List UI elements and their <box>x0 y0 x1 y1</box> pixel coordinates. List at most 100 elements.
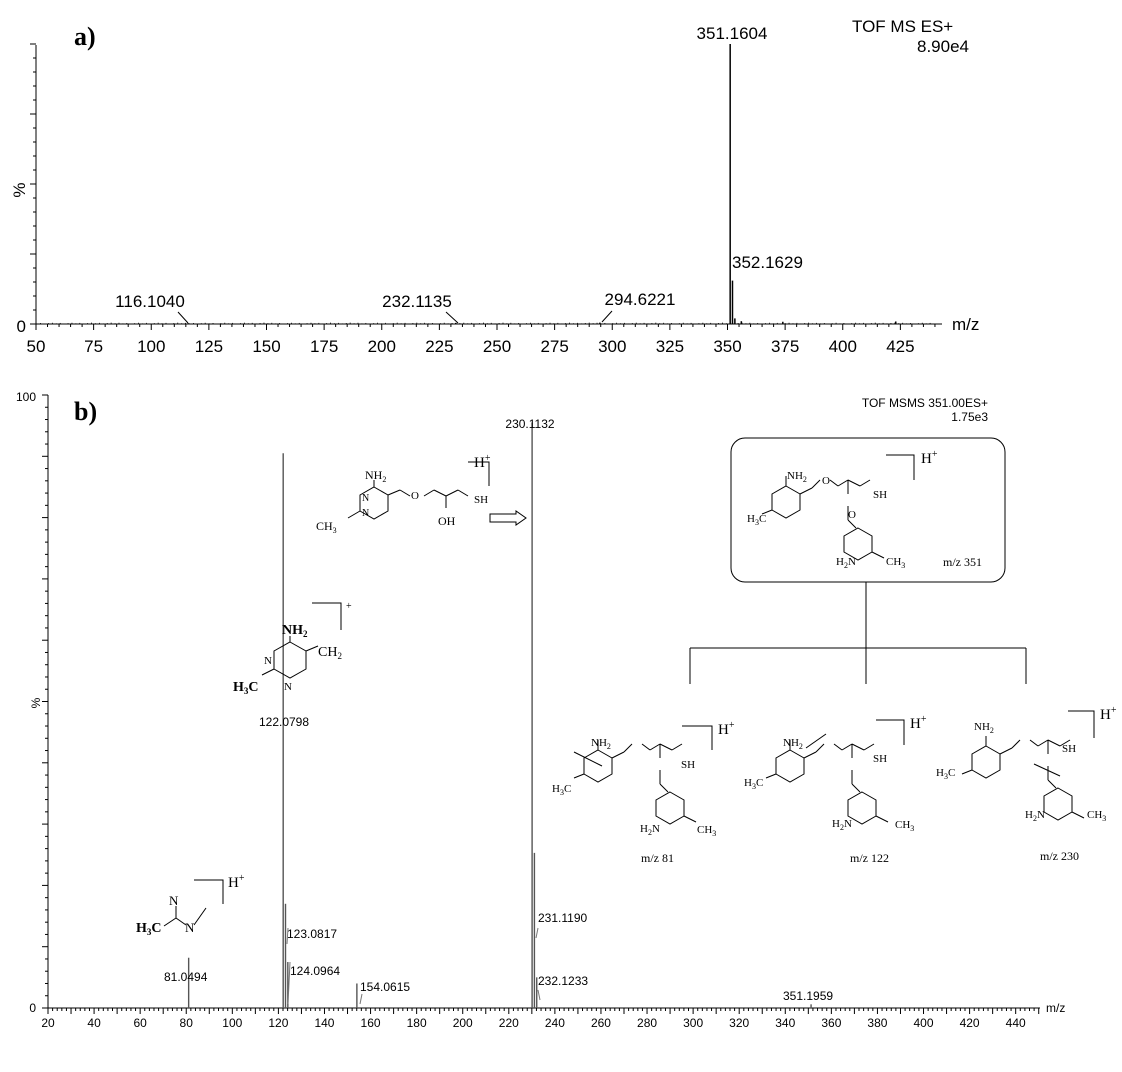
x-tick-label: 300 <box>598 337 626 356</box>
panel-a-instrument: TOF MS ES+ <box>852 17 953 36</box>
x-tick-label: 440 <box>1006 1016 1026 1030</box>
frag81-mz: m/z 81 <box>641 851 674 865</box>
x-tick-label: 375 <box>771 337 799 356</box>
x-tick-label: 200 <box>453 1016 473 1030</box>
x-tick-label: 125 <box>195 337 223 356</box>
peak-label: 232.1233 <box>538 974 588 988</box>
x-tick-label: 75 <box>84 337 103 356</box>
arrow-icon <box>489 510 527 526</box>
frag-230-charge: H+ <box>474 453 491 471</box>
panel-a-y-ticks <box>30 43 36 325</box>
panel-b-instrument: TOF MSMS 351.00ES+ <box>862 396 988 410</box>
x-tick-label: 150 <box>252 337 280 356</box>
peak-label: 230.1132 <box>505 417 554 431</box>
x-tick-label: 425 <box>886 337 914 356</box>
parent-h3c: H3C <box>747 513 766 527</box>
frag-122-ch2: CH2 <box>318 645 342 661</box>
panel-b-xlabel: m/z <box>1046 1001 1065 1015</box>
x-tick-label: 220 <box>499 1016 519 1030</box>
peak-label: 81.0494 <box>164 970 208 984</box>
leader-line <box>445 311 459 324</box>
frag-122-n1: N <box>264 655 272 667</box>
x-tick-label: 320 <box>729 1016 749 1030</box>
frag122-h2n: H2N <box>832 818 852 832</box>
frag230-sh: SH <box>1062 743 1076 755</box>
panel-a-xlabel: m/z <box>952 315 979 334</box>
peak-label: 123.0817 <box>287 927 337 941</box>
leader-line <box>287 961 291 1005</box>
frag122-nh2: NH2 <box>783 737 803 751</box>
frag-230-n2: N <box>362 508 369 519</box>
x-tick-label: 300 <box>683 1016 703 1030</box>
parent-o1: O <box>822 475 830 487</box>
parent-sh: SH <box>873 489 887 501</box>
peak-label: 294.6221 <box>605 290 676 309</box>
peak-label: 352.1629 <box>732 253 803 272</box>
panel-a-ylabel: % <box>10 182 29 197</box>
x-tick-label: 225 <box>425 337 453 356</box>
frag-230-ch3: CH3 <box>316 519 337 535</box>
x-tick-label: 160 <box>361 1016 381 1030</box>
panel-b-intensity: 1.75e3 <box>951 410 988 424</box>
frag-81-h3c: H3C <box>136 921 162 937</box>
frag230-charge: H+ <box>1100 705 1117 723</box>
structure-frag-230: NH2 CH3 O OH SH N N H+ <box>316 453 527 535</box>
x-tick-label: 140 <box>314 1016 334 1030</box>
frag-122-h3c: H3C <box>233 680 259 696</box>
x-tick-label: 420 <box>960 1016 980 1030</box>
frag-81-n1: N <box>169 893 179 908</box>
x-tick-label: 380 <box>867 1016 887 1030</box>
panel-a: a) TOF MS ES+ 8.90e4 % 0 m/z 50 75 100 125 1… <box>10 17 979 356</box>
frag-230-n1: N <box>362 493 369 504</box>
peak-label: 124.0964 <box>290 964 340 978</box>
frag230-h2n: H2N <box>1025 809 1045 823</box>
x-tick-label: 180 <box>407 1016 427 1030</box>
x-tick-label: 20 <box>41 1016 55 1030</box>
panel-a-peak-labels: 351.1604 352.1629 116.1040 232.1135 294.6221 <box>115 24 803 324</box>
panel-b-peak-labels: 230.1132 122.0798 123.0817 124.0964 81.0494 1… <box>164 417 833 1005</box>
frag122-mz: m/z 122 <box>850 851 889 865</box>
frag81-charge: H+ <box>718 720 735 738</box>
parent-o2: O <box>848 509 856 521</box>
frag122-charge: H+ <box>910 714 927 732</box>
leader-line <box>359 993 363 1005</box>
x-tick-label: 250 <box>483 337 511 356</box>
frag81-ch3: CH3 <box>697 824 716 838</box>
x-tick-label: 275 <box>540 337 568 356</box>
frag-122-charge: + <box>346 601 352 612</box>
frag230-ch3: CH3 <box>1087 809 1106 823</box>
frag230-h3c: H3C <box>936 767 955 781</box>
peak-label: 122.0798 <box>259 715 309 729</box>
x-tick-label: 80 <box>180 1016 194 1030</box>
panel-a-x-ticks: 50 75 100 125 150 175 200 225 250 275 300 325 350 375… <box>27 324 936 356</box>
leader-line <box>535 927 539 939</box>
leader-line <box>177 311 189 324</box>
frag230-mz: m/z 230 <box>1040 849 1079 863</box>
frag81-h3c: H3C <box>552 783 571 797</box>
structure-frag-230-bis: NH2 H3C H2N CH3 SH H+ m/z 230 <box>936 705 1117 863</box>
structure-frag-122-bis: NH2 H3C H2N CH3 SH H+ m/z 122 <box>744 714 927 865</box>
leader-line <box>601 310 613 323</box>
x-tick-label: 340 <box>775 1016 795 1030</box>
frag-81-charge: H+ <box>228 873 245 891</box>
frag122-h3c: H3C <box>744 777 763 791</box>
panel-b-ylabel: % <box>29 697 43 708</box>
peak-label: 232.1135 <box>382 292 452 311</box>
parent-box <box>730 437 1006 583</box>
frag81-h2n: H2N <box>640 823 660 837</box>
x-tick-label: 260 <box>591 1016 611 1030</box>
frag-230-oh: OH <box>438 514 456 528</box>
frag122-sh: SH <box>873 753 887 765</box>
frag-230-sh: SH <box>474 494 488 506</box>
x-tick-label: 350 <box>713 337 741 356</box>
panel-a-intensity: 8.90e4 <box>917 37 969 56</box>
structure-frag-122: NH2 CH2 H3C N N + <box>233 601 352 696</box>
structure-frag-81: H3C N N H+ <box>136 873 245 937</box>
frag81-nh2: NH2 <box>591 737 611 751</box>
parent-nh2: NH2 <box>787 470 807 484</box>
parent-mz: m/z 351 <box>943 555 982 569</box>
x-tick-label: 400 <box>829 337 857 356</box>
fragmentation-tree <box>689 582 1027 684</box>
x-tick-label: 175 <box>310 337 338 356</box>
